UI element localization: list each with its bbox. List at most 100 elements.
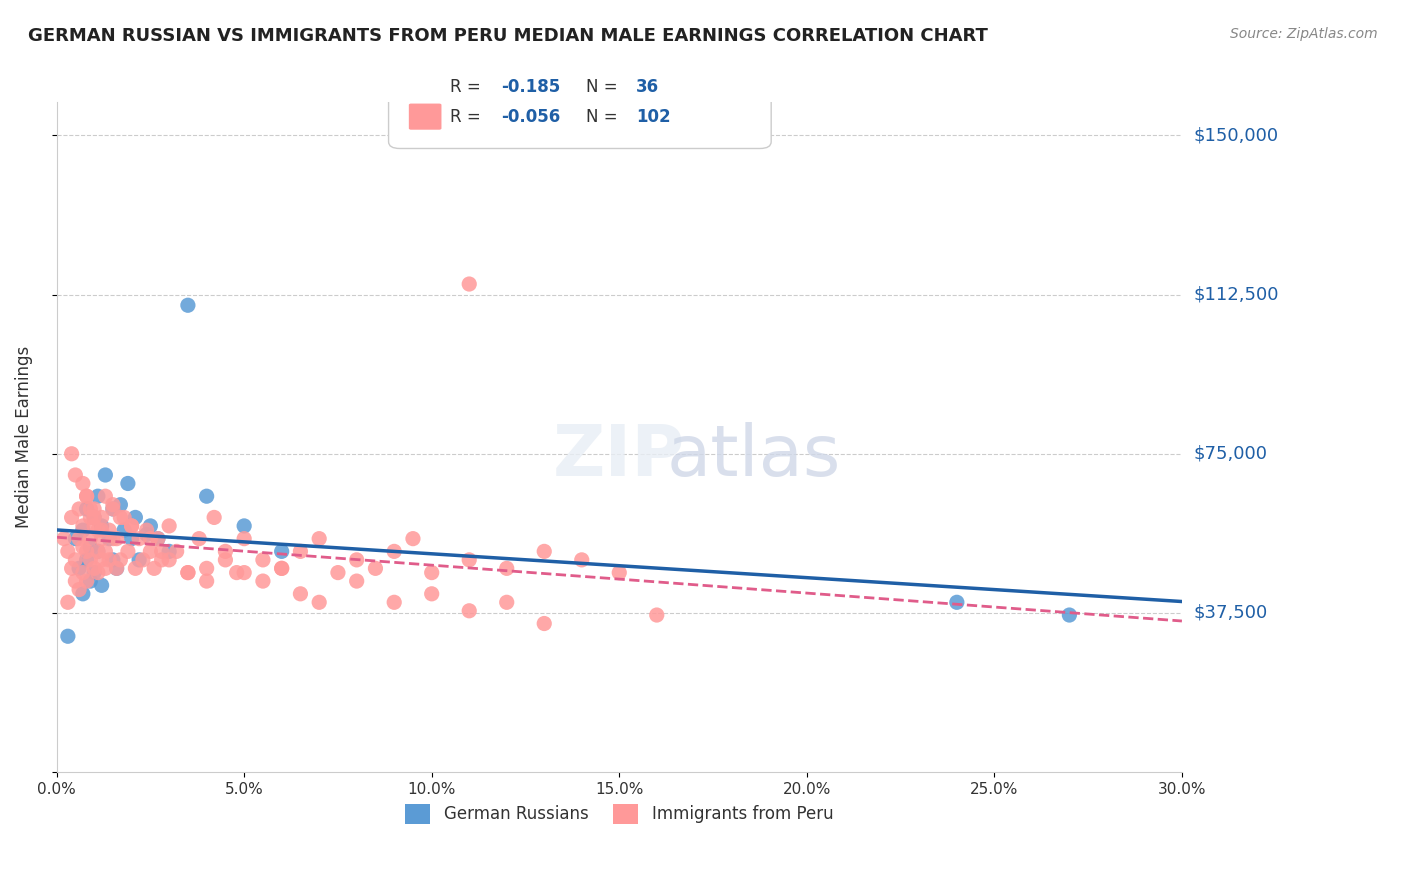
Point	[157, 519, 180, 533]
Point	[94, 468, 117, 483]
Point	[65, 553, 87, 567]
Text: 102: 102	[636, 108, 671, 126]
Point	[139, 532, 162, 546]
Point	[94, 561, 117, 575]
Point	[458, 604, 481, 618]
Point	[402, 532, 425, 546]
Point	[121, 519, 143, 533]
Point	[124, 561, 146, 575]
Point	[87, 566, 110, 580]
Point	[252, 574, 274, 588]
Point	[195, 561, 218, 575]
Point	[214, 553, 236, 567]
Point	[308, 595, 330, 609]
Point	[56, 629, 79, 643]
Point	[112, 510, 135, 524]
Point	[1059, 607, 1081, 622]
Point	[90, 519, 112, 533]
Point	[87, 544, 110, 558]
Point	[270, 544, 292, 558]
Point	[65, 574, 87, 588]
Point	[67, 561, 90, 575]
Point	[105, 561, 128, 575]
Point	[233, 566, 256, 580]
Text: GERMAN RUSSIAN VS IMMIGRANTS FROM PERU MEDIAN MALE EARNINGS CORRELATION CHART: GERMAN RUSSIAN VS IMMIGRANTS FROM PERU M…	[28, 27, 988, 45]
Point	[101, 532, 124, 546]
Point	[607, 566, 630, 580]
Point	[90, 532, 112, 546]
Point	[146, 532, 169, 546]
Point	[124, 510, 146, 524]
Point	[79, 553, 101, 567]
Point	[195, 574, 218, 588]
Point	[382, 544, 405, 558]
Point	[60, 561, 83, 575]
Point	[495, 595, 517, 609]
Point	[146, 532, 169, 546]
Point	[83, 566, 105, 580]
Point	[79, 540, 101, 554]
Point	[101, 553, 124, 567]
Point	[60, 510, 83, 524]
Point	[571, 553, 593, 567]
Point	[458, 277, 481, 291]
Point	[94, 489, 117, 503]
Point	[458, 553, 481, 567]
Point	[139, 544, 162, 558]
Point	[65, 532, 87, 546]
Point	[72, 566, 94, 580]
Point	[65, 468, 87, 483]
Point	[533, 616, 555, 631]
Point	[225, 566, 247, 580]
Point	[533, 544, 555, 558]
Point	[98, 532, 121, 546]
Point	[110, 553, 132, 567]
Point	[79, 532, 101, 546]
Point	[90, 510, 112, 524]
Point	[87, 523, 110, 537]
Point	[83, 519, 105, 533]
Point	[53, 532, 76, 546]
Point	[346, 553, 368, 567]
Point	[94, 544, 117, 558]
Point	[79, 574, 101, 588]
Point	[420, 566, 443, 580]
Point	[270, 561, 292, 575]
Point	[101, 502, 124, 516]
Point	[121, 532, 143, 546]
Point	[117, 544, 139, 558]
Text: -0.185: -0.185	[501, 78, 561, 95]
Point	[214, 544, 236, 558]
Point	[72, 540, 94, 554]
Point	[177, 298, 200, 312]
Point	[177, 566, 200, 580]
Point	[326, 566, 349, 580]
Point	[135, 527, 157, 541]
Point	[364, 561, 387, 575]
Point	[382, 595, 405, 609]
Text: $75,000: $75,000	[1194, 445, 1267, 463]
Point	[117, 476, 139, 491]
Y-axis label: Median Male Earnings: Median Male Earnings	[15, 346, 32, 528]
Point	[270, 561, 292, 575]
Point	[90, 553, 112, 567]
Point	[79, 510, 101, 524]
Point	[90, 578, 112, 592]
Point	[233, 519, 256, 533]
Point	[128, 532, 150, 546]
Point	[308, 532, 330, 546]
Text: $37,500: $37,500	[1194, 604, 1267, 622]
Point	[110, 498, 132, 512]
Text: N =: N =	[585, 78, 623, 95]
Point	[110, 510, 132, 524]
Point	[252, 553, 274, 567]
Point	[233, 532, 256, 546]
Text: -0.056: -0.056	[501, 108, 561, 126]
Text: atlas: atlas	[666, 423, 841, 491]
FancyBboxPatch shape	[409, 103, 441, 129]
FancyBboxPatch shape	[388, 62, 770, 148]
Point	[177, 566, 200, 580]
Point	[90, 523, 112, 537]
Point	[56, 544, 79, 558]
Point	[121, 519, 143, 533]
